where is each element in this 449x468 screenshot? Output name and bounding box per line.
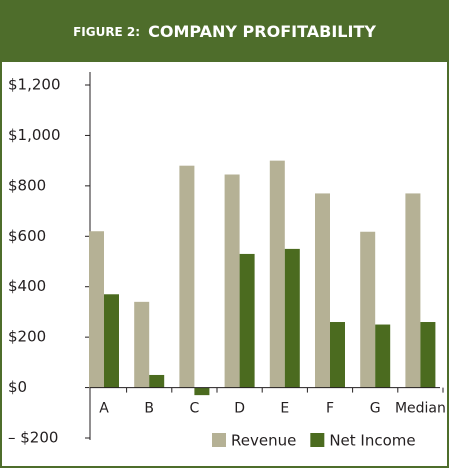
bar xyxy=(420,322,436,388)
y-tick-label: $1,000 xyxy=(8,126,61,144)
figure-label: FIGURE 2: xyxy=(73,25,140,39)
legend-swatch xyxy=(310,433,325,447)
bar xyxy=(89,231,104,388)
x-tick-label: B xyxy=(144,401,154,417)
x-tick-label: Median xyxy=(395,401,446,417)
legend-swatch xyxy=(212,433,226,447)
legend-label: Net Income xyxy=(329,432,415,450)
x-tick-label: F xyxy=(326,401,334,417)
bar xyxy=(375,324,391,388)
chart-title: COMPANY PROFITABILITY xyxy=(148,22,376,41)
bar xyxy=(104,294,119,388)
x-tick-label: G xyxy=(370,401,381,417)
bar xyxy=(315,193,330,388)
y-tick-label: $400 xyxy=(8,277,46,295)
y-tick-label: – $200 xyxy=(8,429,58,447)
bar xyxy=(284,248,300,388)
y-tick-label: $600 xyxy=(8,227,46,245)
bar xyxy=(330,322,345,388)
x-tick-label: C xyxy=(190,401,200,417)
legend-label: Revenue xyxy=(231,432,296,450)
bar xyxy=(179,165,195,388)
header-text: FIGURE 2: COMPANY PROFITABILITY xyxy=(73,22,376,41)
bar xyxy=(134,301,150,388)
bar xyxy=(360,231,376,388)
bar xyxy=(224,174,240,388)
bar xyxy=(194,387,210,396)
x-tick-label: D xyxy=(234,401,245,417)
y-tick-label: $0 xyxy=(8,378,27,396)
bar xyxy=(269,160,285,388)
bar xyxy=(405,193,421,388)
y-tick-label: $800 xyxy=(8,176,46,194)
bar xyxy=(149,374,165,388)
bar xyxy=(239,253,255,388)
y-tick-label: $1,200 xyxy=(8,76,61,94)
header xyxy=(0,0,449,62)
x-tick-label: E xyxy=(280,401,289,417)
y-tick-label: $200 xyxy=(8,328,46,346)
x-tick-label: A xyxy=(99,401,109,417)
